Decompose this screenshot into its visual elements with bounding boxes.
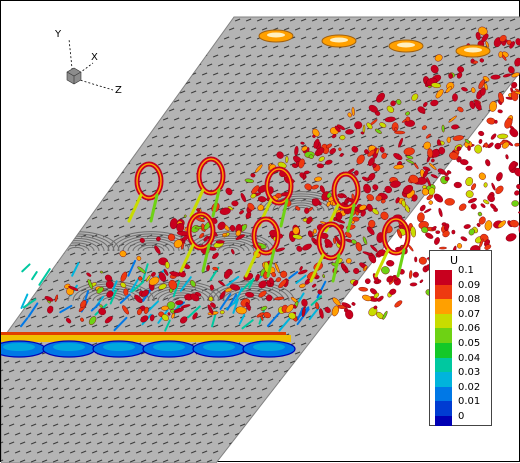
color-legend: U 0.1 0.09 0.08 0.07 0.06 0.05 0.04 0.03 0.02 0.0… xyxy=(429,250,492,426)
axis-y-label: Y xyxy=(55,29,61,40)
legend-value-label: 0.05 xyxy=(458,339,480,349)
axis-triad xyxy=(67,39,113,90)
legend-swatch xyxy=(435,416,452,426)
legend-value-label: 0.02 xyxy=(458,383,480,393)
axis-z-label: Z xyxy=(115,85,122,96)
legend-swatch xyxy=(435,314,452,329)
legend-swatch xyxy=(435,328,452,343)
legend-swatch xyxy=(435,372,452,387)
legend-value-label: 0.09 xyxy=(458,281,480,291)
legend-value-label: 0.03 xyxy=(458,368,480,378)
legend-value-label: 0.04 xyxy=(458,354,480,364)
legend-title: U xyxy=(450,254,458,267)
legend-swatch xyxy=(435,285,452,300)
legend-value-label: 0.01 xyxy=(458,397,480,407)
legend-value-label: 0 xyxy=(458,412,464,422)
legend-swatch xyxy=(435,358,452,373)
legend-value-label: 0.08 xyxy=(458,295,480,305)
legend-swatch xyxy=(435,299,452,314)
legend-value-label: 0.07 xyxy=(458,310,480,320)
legend-swatch xyxy=(435,270,452,285)
axis-x-label: X xyxy=(91,52,98,63)
legend-swatch xyxy=(435,401,452,416)
legend-swatch xyxy=(435,343,452,358)
legend-swatch xyxy=(435,387,452,402)
legend-value-label: 0.06 xyxy=(458,324,480,334)
legend-value-label: 0.1 xyxy=(458,266,474,276)
